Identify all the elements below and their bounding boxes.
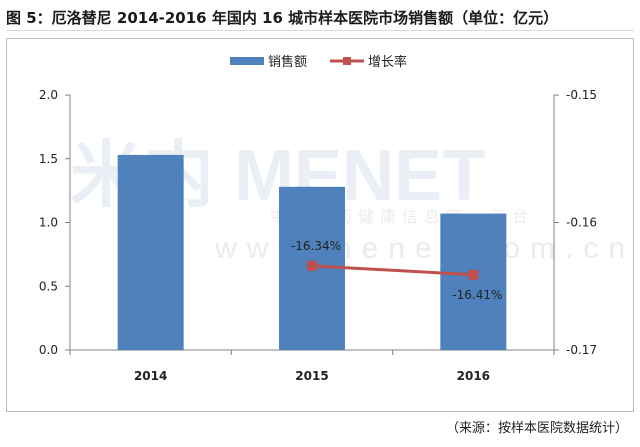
legend: 销售额 增长率 bbox=[230, 54, 407, 70]
line-point bbox=[468, 269, 479, 280]
left-tick-label: 2.0 bbox=[39, 88, 58, 102]
x-tick-label: 2016 bbox=[457, 369, 490, 383]
right-tick-label: -0.17 bbox=[566, 343, 597, 357]
chart-title: 图 5：厄洛替尼 2014-2016 年国内 16 城市样本医院市场销售额（单位… bbox=[6, 6, 634, 31]
source-note: （来源：按样本医院数据统计） bbox=[445, 421, 628, 436]
data-label: -16.41% bbox=[452, 288, 502, 302]
x-tick-label: 2014 bbox=[134, 369, 167, 383]
bar bbox=[440, 213, 507, 350]
legend-line-label: 增长率 bbox=[368, 54, 407, 70]
line-series bbox=[311, 264, 474, 277]
left-tick-label: 1.5 bbox=[39, 152, 58, 166]
legend-bar-swatch bbox=[230, 57, 264, 65]
watermark-url: www.menet.com.cn bbox=[214, 232, 635, 265]
legend-bar-label: 销售额 bbox=[268, 54, 307, 70]
legend-line-marker bbox=[343, 57, 351, 65]
x-tick-label: 2015 bbox=[295, 369, 328, 383]
left-tick-label: 1.0 bbox=[39, 216, 58, 230]
right-tick-label: -0.15 bbox=[566, 88, 597, 102]
bar bbox=[117, 154, 184, 350]
line-point bbox=[307, 260, 317, 271]
left-tick-label: 0.5 bbox=[39, 279, 58, 293]
data-label: -16.34% bbox=[291, 239, 341, 253]
left-tick-label: 0.0 bbox=[39, 343, 58, 357]
right-tick-label: -0.16 bbox=[566, 216, 597, 230]
